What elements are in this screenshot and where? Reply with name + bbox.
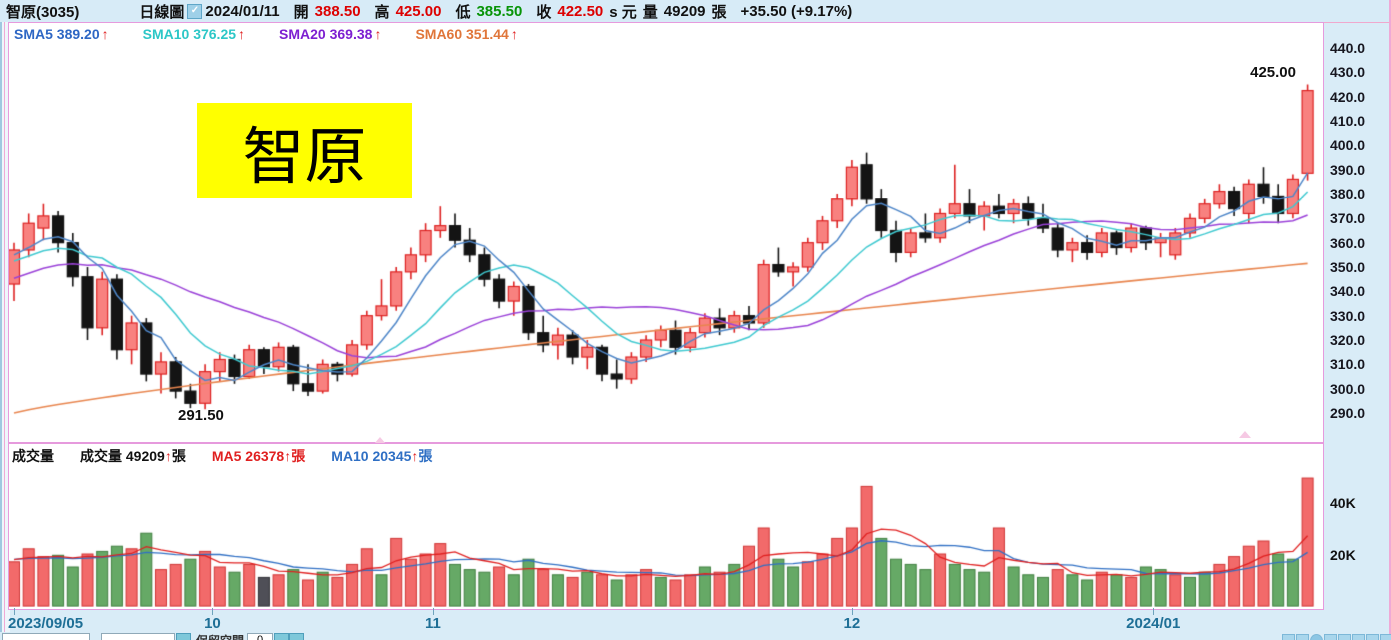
toolbar-button[interactable]: [1380, 634, 1391, 640]
price-axis-label: 300.0: [1330, 380, 1366, 397]
date-axis-label: 11: [425, 615, 441, 632]
price-axis-label: 410.0: [1330, 112, 1366, 129]
volume-unit: 張: [711, 3, 727, 21]
toolbar-button[interactable]: [1310, 634, 1323, 640]
close-label: 收: [536, 3, 552, 21]
volume-canvas[interactable]: [9, 462, 1321, 607]
sma10-legend: SMA10 376.25 ↑: [142, 26, 246, 42]
scroll-left-button[interactable]: [274, 633, 289, 640]
sma5-legend: SMA5 389.20 ↑: [14, 26, 109, 42]
up-arrow-icon: ↑: [411, 448, 419, 464]
stock-name-watermark: 智原: [197, 103, 412, 198]
date-tick: [1153, 608, 1155, 615]
range-input[interactable]: [101, 633, 175, 640]
price-axis-label: 310.0: [1330, 356, 1366, 373]
sma20-legend: SMA20 369.38 ↑: [279, 26, 382, 42]
toolbar-button[interactable]: [1366, 634, 1379, 640]
up-arrow-icon: ↑: [374, 26, 382, 42]
bottom-toolbar: 保留空間 0: [0, 632, 1391, 640]
sma60-legend: SMA60 351.44 ↑: [415, 26, 518, 42]
window-right-edge: [1389, 0, 1391, 640]
title-bar: 智原(3035) 日線圖 ✓ 2024/01/11 開 388.50 高 425…: [0, 0, 1391, 23]
open-label: 開: [293, 3, 309, 21]
volume-ma10-legend: MA10 20345↑張: [331, 448, 433, 464]
reserve-space-value[interactable]: 0: [247, 633, 273, 640]
high-label: 高: [374, 3, 390, 21]
price-chart-canvas[interactable]: [9, 23, 1321, 440]
price-axis-label: 430.0: [1330, 64, 1366, 81]
volume-axis-label: 20K: [1330, 547, 1356, 563]
period-high-annotation: 425.00: [1250, 64, 1296, 81]
price-axis-label: 340.0: [1330, 283, 1366, 300]
volume-header-row: 成交量 成交量 49209↑張 MA5 26378↑張 MA10 20345↑張: [12, 446, 433, 464]
volume-ma5-legend: MA5 26378↑張: [211, 448, 306, 464]
high-value: 425.00: [395, 2, 442, 20]
price-axis-label: 350.0: [1330, 258, 1366, 275]
go-button[interactable]: [176, 633, 191, 640]
price-axis-label: 380.0: [1330, 185, 1366, 202]
up-arrow-icon: ↑: [238, 26, 246, 42]
price-axis-label: 360.0: [1330, 234, 1366, 251]
reserve-space-label: 保留空間: [196, 632, 244, 640]
sma-legend-row: SMA5 389.20 ↑ SMA10 376.25 ↑ SMA20 369.38 ↑…: [14, 26, 518, 44]
date-axis-label: 10: [204, 615, 221, 632]
date-axis: 2023/09/05 10 11 12 2024/01: [0, 608, 1391, 632]
low-value: 385.50: [476, 2, 523, 20]
date-input[interactable]: [2, 633, 90, 640]
stock-name: 智原(3035): [6, 3, 80, 21]
up-arrow-icon: ↑: [164, 448, 172, 464]
volume-axis-label: 40K: [1330, 495, 1356, 511]
splitter-caret-icon[interactable]: [374, 437, 386, 444]
period-check-icon[interactable]: ✓: [187, 3, 203, 19]
date-value: 2024/01/11: [205, 2, 280, 20]
up-arrow-icon: ↑: [284, 448, 292, 464]
toolbar-button[interactable]: [1324, 634, 1337, 640]
volume-readout: 成交量 49209↑張: [80, 448, 186, 464]
price-axis-label: 330.0: [1330, 307, 1366, 324]
close-value: 422.50: [557, 2, 604, 20]
scroll-right-button[interactable]: [289, 633, 304, 640]
price-axis-label: 400.0: [1330, 137, 1366, 154]
date-axis-label: 2024/01: [1126, 615, 1181, 632]
low-label: 低: [455, 3, 471, 21]
price-axis-label: 320.0: [1330, 331, 1366, 348]
date-tick: [432, 608, 434, 615]
unit-label: s 元: [609, 3, 637, 21]
price-axis-label: 420.0: [1330, 88, 1366, 105]
price-axis-label: 370.0: [1330, 210, 1366, 227]
toolbar-button[interactable]: [1296, 634, 1309, 640]
open-value: 388.50: [314, 2, 361, 20]
date-tick: [14, 608, 15, 615]
change-value: +35.50 (+9.17%): [740, 2, 853, 20]
toolbar-button[interactable]: [1282, 634, 1295, 640]
date-axis-label: 2023/09/05: [8, 615, 84, 632]
volume-panel-title: 成交量: [12, 448, 54, 464]
up-arrow-icon: ↑: [510, 26, 518, 42]
up-arrow-icon: ↑: [101, 26, 109, 42]
window-left-edge: [0, 22, 10, 632]
price-axis-label: 290.0: [1330, 404, 1366, 421]
date-tick: [851, 608, 853, 615]
price-axis-label: 440.0: [1330, 40, 1366, 56]
period-selector[interactable]: 日線圖: [139, 3, 185, 21]
toolbar-button[interactable]: [1352, 634, 1365, 640]
volume-value: 49209: [663, 2, 706, 20]
toolbar-button[interactable]: [1338, 634, 1351, 640]
volume-label: 量: [642, 3, 658, 21]
splitter-caret-icon[interactable]: [1239, 431, 1251, 438]
price-axis-label: 390.0: [1330, 161, 1366, 178]
date-axis-label: 12: [843, 615, 861, 632]
date-tick: [212, 608, 214, 615]
period-low-annotation: 291.50: [178, 407, 224, 424]
